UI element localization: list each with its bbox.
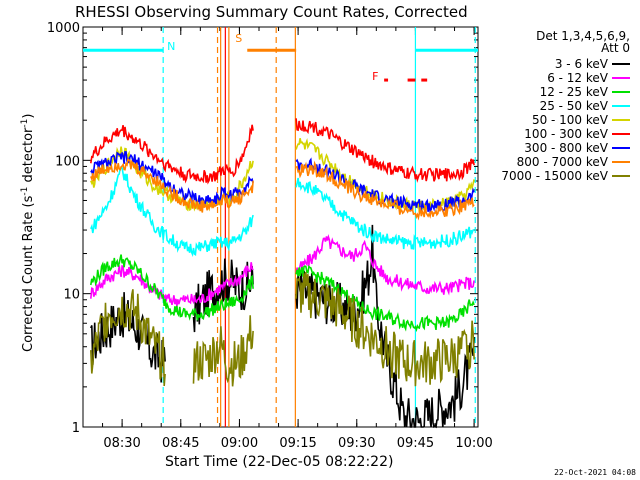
y-tick-label: 10: [63, 288, 80, 303]
timestamp-stamp: 22-Oct-2021 04:08: [554, 468, 636, 477]
series-line-1: [90, 233, 475, 307]
series-line-5: [90, 118, 475, 185]
series-line-8: [90, 271, 475, 387]
legend-label-8: 7000 - 15000 keV: [501, 169, 608, 183]
y-axis-label-end: ): [21, 114, 36, 119]
legend-label-1: 6 - 12 keV: [547, 71, 609, 85]
state-bar-label-0: N: [167, 40, 175, 53]
series-line-3: [90, 166, 475, 257]
legend-header-1: Det 1,3,4,5,6,9,: [536, 29, 630, 43]
legend-label-2: 12 - 25 keV: [540, 85, 609, 99]
x-tick-label: 08:45: [162, 436, 199, 451]
plot-area: [82, 26, 479, 428]
state-bar-label-2: F: [372, 70, 378, 83]
state-bars: N S F: [83, 32, 478, 83]
y-tick-label: 100: [55, 154, 80, 169]
y-tick-label: 1: [72, 421, 80, 436]
x-tick-label: 09:00: [221, 436, 258, 451]
x-axis-label: Start Time (22-Dec-05 08:22:22): [165, 454, 393, 470]
legend-label-5: 100 - 300 keV: [524, 127, 608, 141]
legend-label-3: 25 - 50 keV: [540, 99, 609, 113]
legend-label-7: 800 - 7000 keV: [517, 155, 609, 169]
x-tick-label: 09:15: [279, 436, 316, 451]
y-tick-label: 1000: [47, 21, 80, 36]
y-axis-label-sup1: -1: [20, 187, 30, 196]
series-lines: [90, 118, 475, 429]
y-axis-label-mid: detector: [21, 127, 36, 187]
x-tick-label: 09:30: [338, 436, 375, 451]
y-axis-label-main: Corrected Count Rate (s: [21, 195, 36, 352]
y-axis-label-sup2: -1: [20, 119, 30, 128]
chart-title: RHESSI Observing Summary Count Rates, Co…: [75, 3, 468, 21]
y-axis-label: Corrected Count Rate (s-1 detector-1): [20, 114, 36, 352]
series-line-2: [90, 254, 475, 333]
x-axis: 08:30 08:45 09:00 09:15 09:30 09:45 10:00: [102, 27, 493, 451]
x-tick-label: 10:00: [455, 436, 492, 451]
legend-label-4: 50 - 100 keV: [532, 113, 609, 127]
legend-label-0: 3 - 6 keV: [555, 57, 609, 71]
plot-frame: [82, 26, 479, 428]
x-tick-label: 09:45: [397, 436, 434, 451]
y-axis: 1 10 100 1000: [47, 21, 478, 436]
state-bar-label-1: S: [235, 32, 242, 45]
legend-label-6: 300 - 800 keV: [524, 141, 608, 155]
x-tick-label: 08:30: [103, 436, 140, 451]
series-line-7: [90, 157, 475, 221]
legend-header-2: Att 0: [601, 41, 630, 55]
